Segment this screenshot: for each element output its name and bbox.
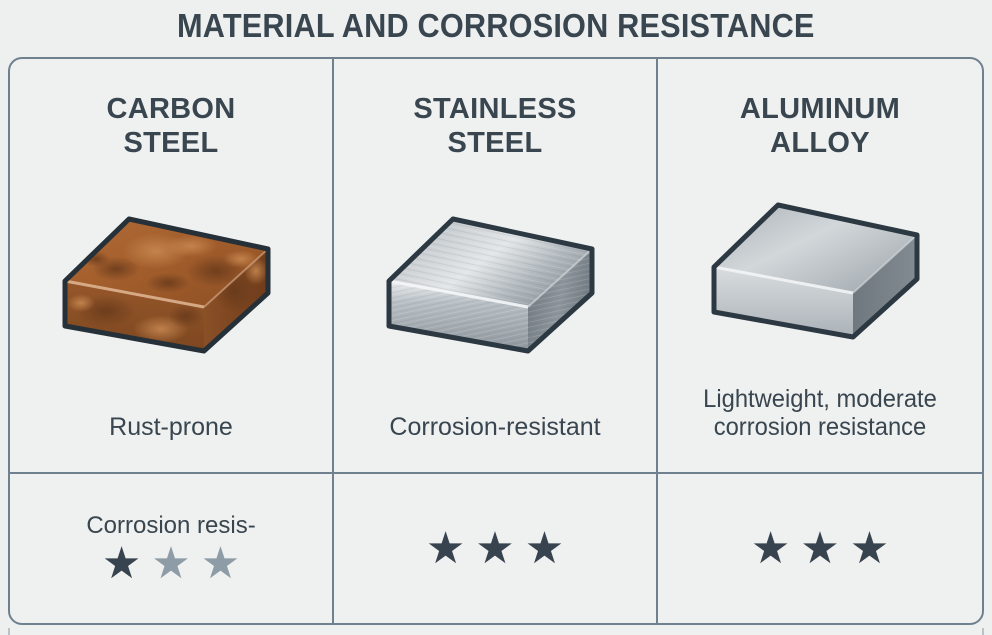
material-title: CARBON STEEL bbox=[106, 93, 236, 159]
aluminum-block-icon bbox=[711, 202, 920, 340]
star-rating: ★ ★ ★ bbox=[101, 538, 241, 588]
material-comparison-card: CARBON STEEL bbox=[8, 57, 984, 625]
title-bar: MATERIAL AND CORROSION RESISTANCE bbox=[0, 0, 992, 52]
material-title: ALUMINUM ALLOY bbox=[739, 93, 901, 159]
star-empty-icon: ★ bbox=[151, 538, 191, 588]
materials-row: CARBON STEEL bbox=[10, 59, 982, 472]
star-filled-icon: ★ bbox=[425, 523, 466, 573]
clipped-next-row bbox=[8, 628, 984, 635]
star-filled-icon: ★ bbox=[849, 523, 890, 573]
material-title: STAINLESS STEEL bbox=[413, 93, 577, 159]
star-filled-icon: ★ bbox=[524, 523, 565, 573]
star-filled-icon: ★ bbox=[475, 523, 515, 573]
star-filled-icon: ★ bbox=[800, 523, 840, 573]
rusty-metal-block-icon bbox=[62, 216, 271, 354]
rating-cell-aluminum-alloy: ★ ★ ★ bbox=[656, 474, 982, 623]
rating-cell-stainless-steel: ★ ★ ★ bbox=[332, 474, 656, 623]
brushed-steel-block-illustration bbox=[334, 161, 656, 413]
rusty-metal-block-illustration bbox=[10, 161, 332, 413]
material-column-stainless-steel: STAINLESS STEEL bbox=[332, 59, 656, 472]
material-caption: Rust-prone bbox=[109, 413, 233, 442]
material-column-carbon-steel: CARBON STEEL bbox=[10, 59, 332, 472]
material-column-aluminum-alloy: ALUMINUM ALLOY bbox=[656, 59, 982, 472]
aluminum-block-illustration bbox=[658, 161, 982, 385]
material-caption: Corrosion-resistant bbox=[389, 413, 601, 442]
star-filled-icon: ★ bbox=[750, 523, 791, 573]
star-rating: ★ ★ ★ bbox=[425, 523, 565, 573]
brushed-steel-block-icon bbox=[386, 216, 595, 354]
page-title: MATERIAL AND CORROSION RESISTANCE bbox=[177, 7, 815, 44]
corrosion-rating-row: Corrosion resis- ★ ★ ★ ★ ★ ★ ★ bbox=[10, 472, 982, 623]
rating-label: Corrosion resis- bbox=[86, 511, 256, 539]
star-empty-icon: ★ bbox=[200, 538, 241, 588]
rating-cell-carbon-steel: Corrosion resis- ★ ★ ★ bbox=[10, 474, 332, 623]
material-caption: Lightweight, moderate corrosion resistan… bbox=[703, 384, 937, 442]
star-rating: ★ ★ ★ bbox=[750, 523, 890, 573]
star-filled-icon: ★ bbox=[101, 538, 142, 588]
